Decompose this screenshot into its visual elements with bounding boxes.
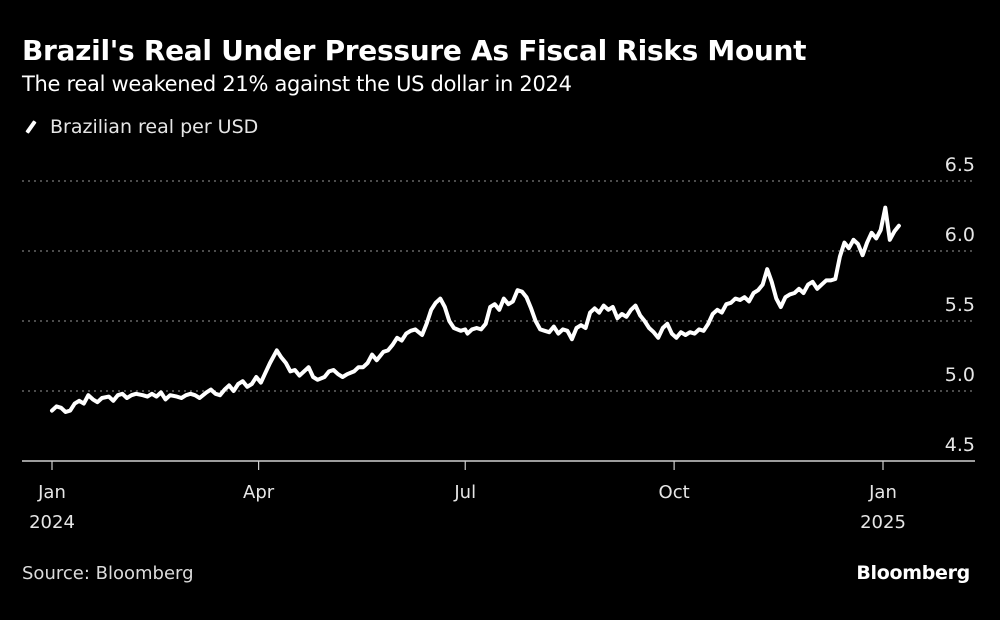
- legend: Brazilian real per USD: [22, 116, 258, 138]
- y-tick-label: 6.5: [945, 154, 975, 176]
- bloomberg-logo: Bloomberg: [856, 562, 970, 584]
- x-tick-sublabel: 2024: [29, 512, 75, 533]
- y-tick-label: 5.5: [945, 294, 975, 316]
- y-tick-label: 4.5: [945, 434, 975, 456]
- x-tick-sublabel: 2025: [860, 512, 906, 533]
- x-tick-label: Jan: [868, 482, 897, 503]
- chart-subtitle: The real weakened 21% against the US dol…: [22, 72, 572, 96]
- y-axis-labels: 4.5 5.0 5.5 6.0 6.5: [945, 154, 975, 456]
- series-line: [50, 205, 901, 414]
- y-tick-label: 5.0: [945, 364, 975, 386]
- chart-title: Brazil's Real Under Pressure As Fiscal R…: [22, 34, 807, 67]
- x-tick-label: Oct: [659, 482, 690, 503]
- series-layer: [50, 205, 901, 414]
- x-tick-label: Jan: [37, 482, 66, 503]
- gridlines: [22, 180, 975, 392]
- x-axis: Jan 2024 Apr Jul Oct Jan 2025: [22, 460, 975, 533]
- y-tick-label: 6.0: [945, 224, 975, 246]
- x-tick-label: Jul: [453, 482, 476, 503]
- x-tick-label: Apr: [243, 482, 275, 503]
- source-note: Source: Bloomberg: [22, 563, 194, 584]
- legend-label: Brazilian real per USD: [50, 116, 259, 138]
